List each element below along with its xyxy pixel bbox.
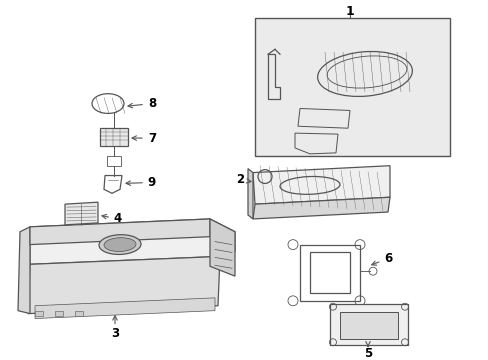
Polygon shape <box>28 256 220 314</box>
Text: 3: 3 <box>111 327 119 340</box>
Text: 2: 2 <box>235 173 244 186</box>
Polygon shape <box>30 219 209 244</box>
Polygon shape <box>252 166 389 204</box>
Text: 9: 9 <box>147 176 156 189</box>
Polygon shape <box>35 298 215 319</box>
Bar <box>107 156 121 166</box>
Bar <box>254 18 449 156</box>
Text: 5: 5 <box>363 347 371 360</box>
Polygon shape <box>247 168 252 219</box>
Polygon shape <box>339 312 397 339</box>
Polygon shape <box>252 197 389 219</box>
Bar <box>75 311 83 316</box>
Text: 7: 7 <box>148 131 156 145</box>
Ellipse shape <box>104 238 136 252</box>
Text: 1: 1 <box>345 5 354 18</box>
Bar <box>100 128 128 146</box>
Polygon shape <box>209 219 235 276</box>
Polygon shape <box>18 227 30 314</box>
Bar <box>35 311 43 316</box>
Text: 6: 6 <box>383 252 391 265</box>
Polygon shape <box>65 202 98 225</box>
Text: 8: 8 <box>147 97 156 110</box>
Polygon shape <box>329 304 407 345</box>
Polygon shape <box>30 219 235 264</box>
Bar <box>55 311 63 316</box>
Ellipse shape <box>99 235 141 255</box>
Text: 4: 4 <box>114 212 122 225</box>
